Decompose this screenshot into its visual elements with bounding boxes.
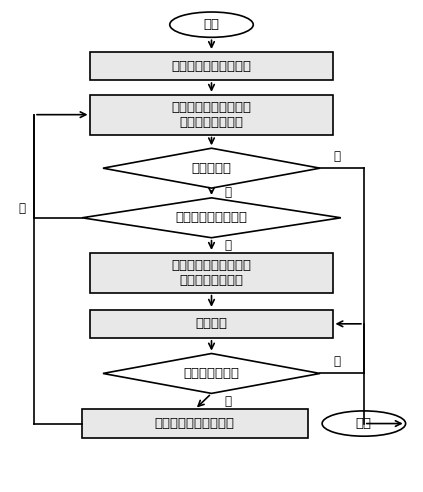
FancyBboxPatch shape [82,409,308,438]
Text: 结束: 结束 [356,417,372,430]
Text: 进入空载状态？: 进入空载状态？ [184,367,239,380]
Text: 快速回退: 快速回退 [195,317,228,330]
Polygon shape [103,354,320,394]
Polygon shape [82,198,341,238]
Polygon shape [103,148,320,188]
FancyBboxPatch shape [91,95,332,135]
Text: 否: 否 [18,202,25,215]
FancyBboxPatch shape [91,253,332,293]
Text: 开始: 开始 [203,18,220,31]
Text: 空载状态设定初始参数: 空载状态设定初始参数 [171,60,252,72]
Text: 加工完成？: 加工完成？ [192,162,231,175]
Ellipse shape [322,411,406,436]
Text: 进入正常放电状态？: 进入正常放电状态？ [176,211,247,224]
Text: 停止进给，记录当前位
置并停留一定时间: 停止进给，记录当前位 置并停留一定时间 [171,259,252,287]
Text: 是: 是 [225,239,232,252]
Text: 否: 否 [333,355,340,368]
Ellipse shape [170,12,253,37]
Text: 快速前进至原回退位置: 快速前进至原回退位置 [155,417,235,430]
Text: 工具电极（或工件）以
一定速度向前进给: 工具电极（或工件）以 一定速度向前进给 [171,101,252,129]
Text: 否: 否 [225,186,232,199]
Text: 是: 是 [333,150,340,162]
Text: 是: 是 [225,395,232,408]
FancyBboxPatch shape [91,52,332,80]
FancyBboxPatch shape [91,310,332,338]
